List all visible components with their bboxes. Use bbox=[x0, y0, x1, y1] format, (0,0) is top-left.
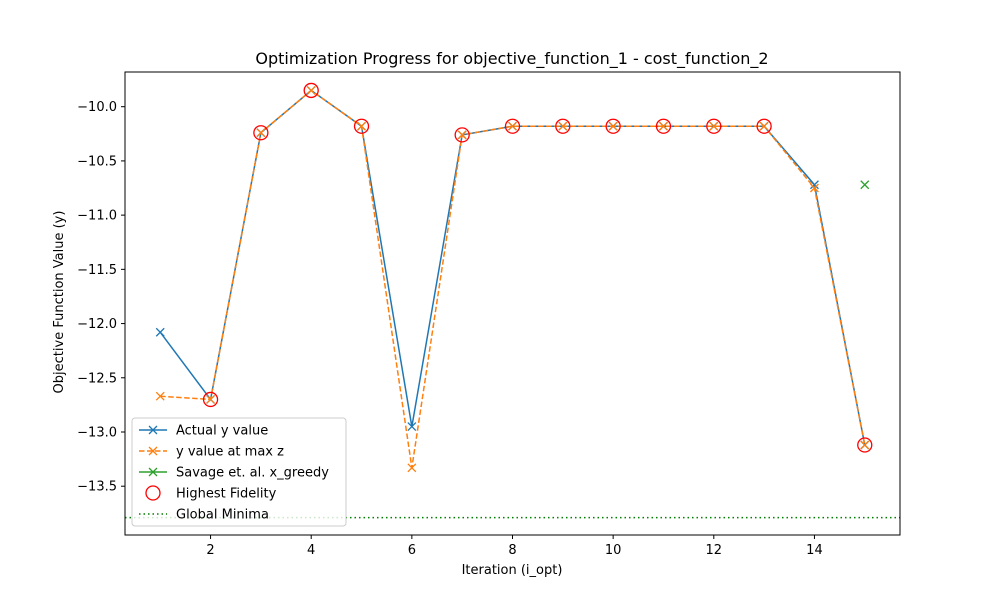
highest-fidelity-point bbox=[454, 127, 470, 143]
highest-fidelity-point bbox=[253, 125, 269, 141]
legend-label: Savage et. al. x_greedy bbox=[176, 466, 329, 481]
highest-fidelity-point bbox=[202, 391, 219, 408]
legend-handle bbox=[145, 485, 161, 501]
x-tick-label: 2 bbox=[206, 543, 214, 558]
y-tick-label: −11.5 bbox=[77, 263, 117, 278]
y-value-at-max-z-point bbox=[256, 128, 266, 138]
y-value-at-max-z-point bbox=[809, 183, 819, 193]
highest-fidelity-point bbox=[555, 118, 571, 134]
x-axis-label: Iteration (i_opt) bbox=[462, 563, 563, 578]
x-tick-label: 6 bbox=[408, 543, 416, 558]
x-tick-label: 10 bbox=[605, 543, 622, 558]
y-value-at-max-z-point bbox=[659, 121, 668, 131]
y-tick-label: −10.5 bbox=[77, 154, 117, 169]
y-tick-label: −13.5 bbox=[77, 480, 117, 495]
y-tick-label: −12.5 bbox=[77, 371, 117, 386]
legend-label: Global Minima bbox=[176, 508, 269, 523]
y-value-at-max-z-point bbox=[508, 121, 517, 131]
y-tick-label: −11.0 bbox=[77, 209, 117, 224]
legend-handle-marker bbox=[148, 467, 158, 477]
highest-fidelity-point bbox=[706, 118, 722, 134]
y-value-at-max-z-point bbox=[709, 121, 719, 131]
highest-fidelity-point bbox=[857, 437, 873, 453]
y-tick-label: −10.0 bbox=[77, 100, 117, 115]
highest-fidelity-point bbox=[605, 118, 621, 134]
savage-et-al-x-greedy-point bbox=[860, 180, 870, 190]
y-value-at-max-z-point bbox=[860, 440, 870, 450]
actual-y-value-point bbox=[809, 180, 819, 190]
y-axis-label: Objective Function Value (y) bbox=[52, 211, 67, 394]
legend: Actual y value y value at max z Savage et.… bbox=[131, 417, 347, 527]
y-value-at-max-z-point bbox=[759, 121, 769, 131]
highest-fidelity-point bbox=[504, 118, 521, 134]
y-value-at-max-z-point bbox=[407, 463, 417, 473]
y-value-at-max-z-point bbox=[206, 395, 216, 404]
legend-box bbox=[131, 417, 347, 527]
x-tick-label: 8 bbox=[508, 543, 516, 558]
y-tick-label: −13.0 bbox=[77, 425, 117, 440]
y-axis: −10.0 −10.5 −11.0 −11.5 −12.0 −12.5 −13.0 −13.5 bbox=[77, 100, 125, 495]
y-value-at-max-z-point bbox=[457, 130, 467, 140]
x-tick-label: 14 bbox=[806, 543, 823, 558]
legend-label: y value at max z bbox=[176, 445, 284, 460]
actual-y-value-line bbox=[159, 89, 866, 446]
highest-fidelity-point bbox=[655, 118, 672, 134]
y-value-at-max-z-line bbox=[160, 89, 866, 468]
legend-handle-marker bbox=[148, 425, 158, 435]
legend-label: Actual y value bbox=[176, 424, 268, 439]
y-value-at-max-z-point bbox=[357, 121, 366, 131]
x-axis: 2 4 6 8 10 12 14 bbox=[206, 535, 823, 558]
y-value-at-max-z-point bbox=[558, 121, 568, 131]
actual-y-value-point bbox=[155, 327, 165, 337]
x-tick-label: 4 bbox=[307, 543, 315, 558]
highest-fidelity-point bbox=[353, 118, 370, 134]
highest-fidelity-point bbox=[756, 118, 772, 134]
y-value-at-max-z-point bbox=[155, 391, 165, 401]
chart-title: Optimization Progress for objective_func… bbox=[255, 49, 768, 69]
actual-y-value-point bbox=[407, 422, 417, 432]
y-tick-label: −12.0 bbox=[77, 317, 117, 332]
legend-label: Highest Fidelity bbox=[176, 487, 277, 502]
highest-fidelity-point bbox=[303, 82, 319, 99]
y-value-at-max-z-point bbox=[608, 121, 618, 131]
legend-handle-marker bbox=[148, 446, 158, 456]
y-value-at-max-z-point bbox=[306, 85, 316, 95]
x-tick-label: 12 bbox=[706, 543, 723, 558]
